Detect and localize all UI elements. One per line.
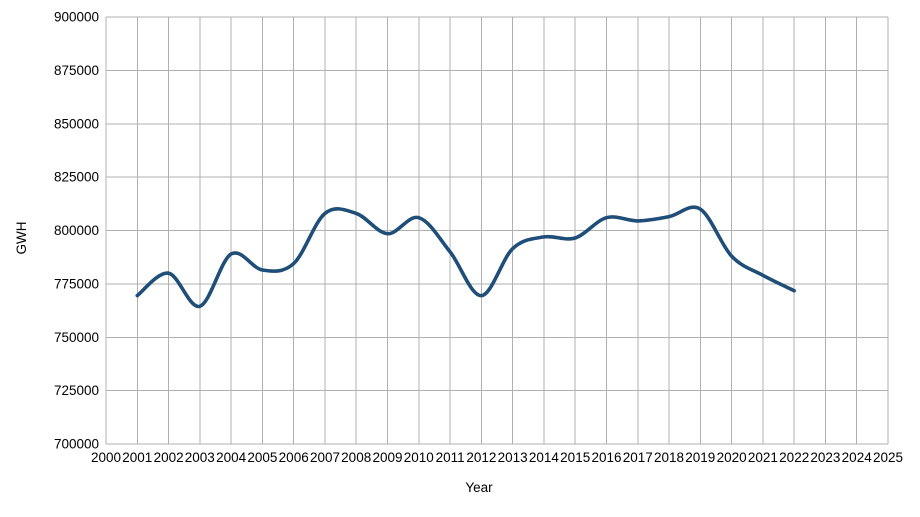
x-tick-label: 2020 — [717, 450, 747, 465]
x-tick-label: 2001 — [122, 450, 152, 465]
y-tick-label: 750000 — [54, 330, 99, 345]
x-tick-label: 2016 — [591, 450, 621, 465]
y-tick-label: 700000 — [54, 437, 99, 452]
y-tick-label: 825000 — [54, 170, 99, 185]
x-tick-label: 2008 — [341, 450, 371, 465]
x-tick-label: 2018 — [654, 450, 684, 465]
x-tick-label: 2025 — [873, 450, 903, 465]
x-tick-label: 2009 — [372, 450, 402, 465]
x-tick-label: 2012 — [466, 450, 496, 465]
x-tick-label: 2024 — [842, 450, 873, 465]
x-tick-label: 2011 — [436, 450, 465, 465]
x-tick-label: 2019 — [685, 450, 715, 465]
x-tick-label: 2006 — [279, 450, 309, 465]
x-tick-label: 2023 — [810, 450, 840, 465]
x-tick-label: 2003 — [185, 450, 215, 465]
x-tick-label: 2007 — [310, 450, 340, 465]
x-tick-label: 2000 — [91, 450, 121, 465]
x-tick-label: 2010 — [404, 450, 434, 465]
x-tick-label: 2002 — [154, 450, 184, 465]
x-tick-label: 2005 — [247, 450, 277, 465]
x-tick-label: 2021 — [748, 450, 778, 465]
y-tick-label: 900000 — [54, 10, 99, 25]
x-tick-label: 2022 — [779, 450, 809, 465]
y-tick-label: 800000 — [54, 223, 99, 238]
y-tick-label: 850000 — [54, 116, 99, 131]
x-tick-label: 2017 — [623, 450, 653, 465]
horizontal-gridlines — [106, 16, 888, 445]
vertical-gridlines — [105, 17, 889, 444]
y-axis-title: GWH — [14, 222, 29, 255]
x-axis-tick-labels: 2000 2001 2002 2003 2004 2005 2006 2007 2008 2009… — [91, 450, 903, 465]
x-tick-label: 2013 — [498, 450, 528, 465]
x-tick-label: 2004 — [216, 450, 247, 465]
y-tick-label: 875000 — [54, 63, 99, 78]
y-tick-label: 725000 — [54, 383, 99, 398]
data-series-line — [135, 205, 796, 309]
y-tick-label: 775000 — [54, 276, 99, 291]
x-tick-label: 2014 — [529, 450, 560, 465]
x-axis-title: Year — [465, 480, 493, 495]
y-axis-tick-labels: 700000 725000 750000 775000 800000 825000 8500… — [54, 10, 99, 452]
x-tick-label: 2015 — [560, 450, 590, 465]
